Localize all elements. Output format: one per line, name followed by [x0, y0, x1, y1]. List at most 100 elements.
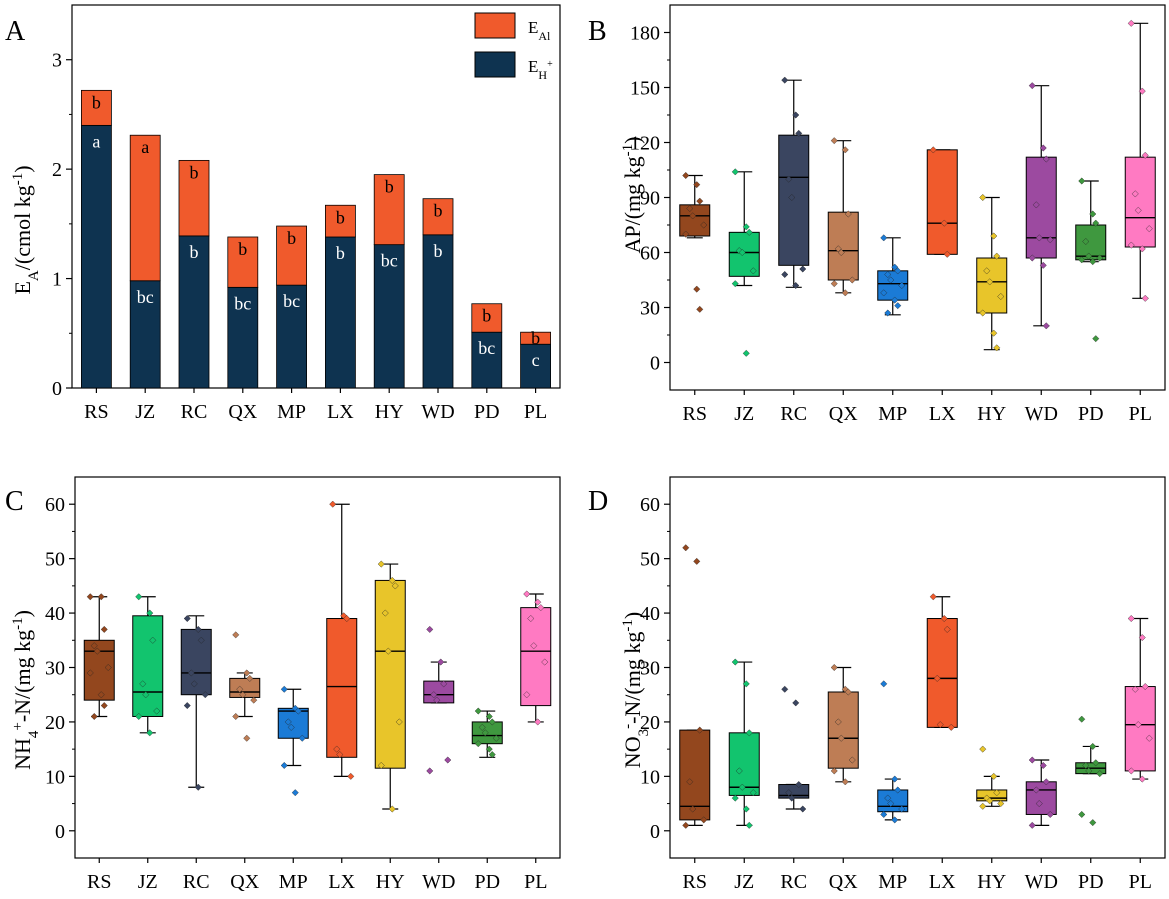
data-point-mp — [894, 786, 902, 794]
data-point-mp — [894, 302, 902, 310]
data-point-pl — [1141, 151, 1149, 159]
data-point-mp — [287, 723, 295, 731]
data-point-hy — [990, 232, 998, 240]
data-point-qx — [243, 734, 251, 742]
data-point-pd — [1092, 759, 1100, 767]
data-point-rs — [693, 285, 701, 293]
data-point-jz — [745, 821, 753, 829]
data-point-pl — [1141, 683, 1149, 691]
data-point-rs — [682, 230, 690, 238]
panel-a-ylabel: EA/(cmol kg-1) — [10, 165, 42, 294]
sig-letter-eh-pd: bc — [478, 338, 495, 358]
data-point-wd — [440, 680, 448, 688]
bar-eal-jz — [129, 134, 161, 282]
data-point-jz — [742, 805, 750, 813]
panel-d-xtick-label: JZ — [734, 871, 754, 893]
data-point-jz — [135, 713, 143, 720]
data-point-hy — [395, 718, 403, 726]
data-point-lx — [933, 674, 941, 682]
panel-d-xtick-label: RC — [780, 871, 807, 893]
box-rc — [778, 134, 810, 266]
data-point-pl — [1134, 721, 1142, 729]
data-point-lx — [940, 219, 948, 227]
panel-d-ytick-label: 20 — [640, 712, 660, 734]
data-point-lx — [929, 593, 937, 601]
data-point-qx — [848, 756, 856, 764]
data-point-jz — [738, 783, 746, 791]
panel-d-ytick-label: 0 — [650, 821, 660, 843]
sig-letter-eh-lx: b — [336, 243, 345, 263]
legend-label-eh: EH+ — [528, 57, 553, 82]
box-lx — [926, 618, 958, 728]
sig-letter-eal-hy: b — [385, 177, 394, 197]
data-point-pl — [523, 590, 531, 598]
data-point-hy — [377, 761, 385, 769]
panel-a-frame — [71, 4, 561, 389]
data-point-rc — [194, 783, 202, 791]
panel-c-xtick-label: RS — [87, 871, 111, 893]
panel-d-xtick-label: MP — [878, 871, 907, 893]
data-point-qx — [837, 734, 845, 742]
data-point-mp — [898, 282, 906, 289]
data-point-pd — [1085, 252, 1093, 260]
data-point-rc — [792, 111, 800, 119]
data-point-qx — [841, 289, 849, 297]
box-lx — [926, 149, 958, 255]
box-wd — [1025, 781, 1057, 815]
panel-a-xtick-label: RS — [84, 401, 108, 423]
box-pl — [1124, 686, 1156, 772]
panel-c-xtick-label: PD — [474, 871, 500, 893]
data-point-jz — [745, 729, 753, 737]
data-point-rs — [100, 625, 108, 633]
box-rs — [83, 639, 115, 701]
data-point-qx — [830, 664, 838, 671]
panel-a-xtick-label: QX — [228, 401, 257, 423]
data-point-mp — [891, 775, 899, 783]
data-point-rc — [781, 685, 789, 693]
sig-letter-eal-wd: b — [434, 201, 443, 221]
data-point-wd — [1028, 254, 1036, 262]
data-point-rs — [700, 221, 708, 229]
data-point-jz — [731, 168, 739, 176]
data-point-rs — [97, 691, 105, 699]
data-point-pl — [534, 718, 542, 726]
sig-letter-eal-mp: b — [287, 228, 296, 248]
data-point-pl — [1131, 190, 1139, 198]
data-point-pd — [1092, 219, 1100, 227]
data-point-jz — [735, 247, 743, 255]
panel-c-ylabel: NH4+-N/(mg kg-1) — [10, 610, 42, 770]
box-pl — [520, 607, 552, 707]
panel-d-xtick-label: PD — [1078, 871, 1104, 893]
panel-b-xtick-label: RC — [780, 403, 807, 425]
data-point-mp — [891, 296, 899, 304]
data-point-jz — [731, 280, 739, 288]
data-point-pd — [1078, 256, 1086, 264]
data-point-jz — [146, 609, 154, 617]
panel-d-xtick-label: HY — [977, 871, 1006, 893]
sig-letter-eh-hy: bc — [381, 251, 398, 271]
panel-b-xtick-label: QX — [829, 403, 858, 425]
data-point-pl — [1127, 767, 1135, 775]
data-point-lx — [347, 772, 355, 780]
bar-eh-qx — [227, 286, 259, 389]
panel-a-xtick-label: PD — [474, 401, 500, 423]
data-point-hy — [381, 609, 389, 617]
data-point-mp — [880, 680, 888, 688]
data-point-wd — [426, 625, 434, 633]
data-point-lx — [343, 615, 351, 622]
data-point-qx — [239, 691, 247, 699]
data-point-rs — [696, 305, 704, 313]
data-point-rc — [792, 699, 800, 707]
data-point-rc — [781, 76, 789, 84]
data-point-jz — [135, 593, 143, 601]
panel-d-ylabel: NO3--N/(mg kg-1) — [620, 612, 652, 768]
sig-letter-eal-lx: b — [336, 207, 345, 227]
data-point-jz — [738, 249, 746, 256]
data-point-pd — [478, 723, 486, 731]
box-wd — [423, 680, 455, 704]
panel-b-ytick-label: 120 — [630, 133, 660, 155]
data-point-lx — [936, 721, 944, 729]
data-point-rc — [187, 669, 195, 677]
panel-b-ytick-label: 30 — [640, 298, 660, 320]
